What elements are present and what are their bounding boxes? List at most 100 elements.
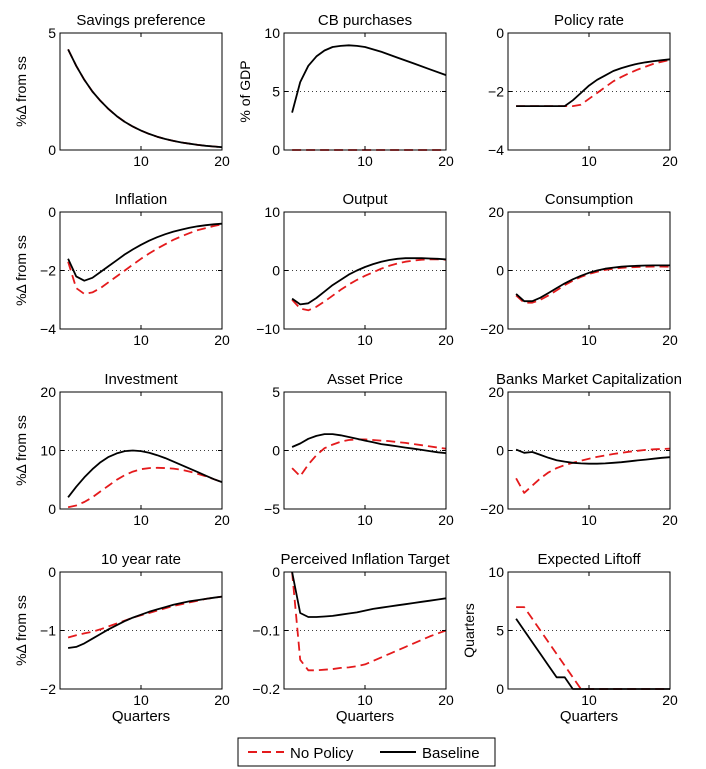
series-line-no-policy-8 bbox=[515, 447, 671, 494]
series-line-no-policy-10 bbox=[291, 571, 447, 672]
series-line-no-policy-7 bbox=[291, 438, 447, 478]
x-tick-label-4-0: 10 bbox=[357, 332, 373, 348]
panel-4: −10 0 10 10 20 Output bbox=[256, 191, 454, 348]
panel-9: −2 −1 0 10 20 10 year rate %Δ from ss Quarters bbox=[13, 551, 230, 725]
x-tick-label-3-1: 20 bbox=[214, 332, 230, 348]
x-tick-label-11-0: 10 bbox=[581, 692, 597, 708]
y-tick-label-3-2: 0 bbox=[48, 204, 56, 220]
panel-title-9: 10 year rate bbox=[101, 551, 181, 568]
series-line-baseline-10 bbox=[291, 571, 447, 618]
axes-frame-0 bbox=[59, 32, 223, 151]
x-tick-label-8-0: 10 bbox=[581, 512, 597, 528]
x-tick-label-2-0: 10 bbox=[581, 153, 597, 169]
series-line-no-policy-5 bbox=[515, 265, 671, 304]
x-tick-label-6-0: 10 bbox=[133, 512, 149, 528]
y-axis-label-11: Quarters bbox=[461, 603, 477, 657]
panel-title-6: Investment bbox=[104, 371, 178, 388]
y-tick-label-11-2: 10 bbox=[488, 564, 504, 580]
y-axis-label-3: %Δ from ss bbox=[13, 235, 29, 306]
panel-10: −0.2 −0.1 0 10 20 Perceived Inflation Target Q… bbox=[252, 551, 454, 725]
legend-no-policy-label: No Policy bbox=[290, 745, 354, 762]
panel-11: 0 5 10 10 20 Expected Liftoff Quarters Quarters bbox=[461, 551, 678, 725]
panel-title-3: Inflation bbox=[115, 191, 168, 208]
y-tick-label-9-0: −2 bbox=[40, 681, 56, 697]
y-axis-label-9: %Δ from ss bbox=[13, 595, 29, 666]
x-tick-label-6-1: 20 bbox=[214, 512, 230, 528]
panel-title-8: Banks Market Capitalization bbox=[496, 371, 682, 388]
x-axis-label-11: Quarters bbox=[560, 708, 618, 725]
y-tick-label-4-1: 0 bbox=[272, 263, 280, 279]
y-tick-label-11-0: 0 bbox=[496, 681, 504, 697]
y-tick-label-4-0: −10 bbox=[256, 321, 280, 337]
series-line-no-policy-3 bbox=[67, 223, 223, 295]
x-tick-label-7-0: 10 bbox=[357, 512, 373, 528]
y-tick-label-5-0: −20 bbox=[480, 321, 504, 337]
series-line-baseline-6 bbox=[67, 449, 223, 498]
series-line-no-policy-11 bbox=[516, 606, 670, 690]
y-tick-label-0-1: 5 bbox=[48, 25, 56, 41]
y-tick-label-8-0: −20 bbox=[480, 501, 504, 517]
y-axis-label-1: % of GDP bbox=[237, 60, 253, 122]
panel-title-0: Savings preference bbox=[76, 12, 205, 29]
x-tick-label-3-0: 10 bbox=[133, 332, 149, 348]
y-axis-label-0: %Δ from ss bbox=[13, 56, 29, 127]
x-tick-label-2-1: 20 bbox=[662, 153, 678, 169]
panel-title-10: Perceived Inflation Target bbox=[281, 551, 451, 568]
y-tick-label-2-0: −4 bbox=[488, 142, 504, 158]
series-line-baseline-5 bbox=[515, 264, 670, 303]
y-tick-label-4-2: 10 bbox=[264, 204, 280, 220]
legend: No Policy Baseline bbox=[237, 737, 496, 767]
series-line-baseline-1 bbox=[291, 44, 447, 113]
x-tick-label-10-0: 10 bbox=[357, 692, 373, 708]
panel-5: −20 0 20 10 20 Consumption bbox=[480, 191, 678, 348]
panel-2: −4 −2 0 10 20 Policy rate bbox=[488, 12, 678, 169]
series-line-baseline-11 bbox=[515, 618, 670, 690]
x-tick-label-10-1: 20 bbox=[438, 692, 454, 708]
series-line-no-policy-6 bbox=[67, 466, 223, 509]
y-tick-label-6-1: 10 bbox=[40, 443, 56, 459]
x-tick-label-1-0: 10 bbox=[357, 153, 373, 169]
y-tick-label-9-1: −1 bbox=[40, 623, 56, 639]
panel-3: −4 −2 0 10 20 Inflation %Δ from ss bbox=[13, 191, 230, 348]
y-tick-label-1-2: 10 bbox=[264, 25, 280, 41]
y-tick-label-7-2: 5 bbox=[272, 384, 280, 400]
x-tick-label-0-0: 10 bbox=[133, 153, 149, 169]
panel-title-2: Policy rate bbox=[554, 12, 624, 29]
series-line-baseline-3 bbox=[67, 222, 223, 282]
y-tick-label-6-2: 20 bbox=[40, 384, 56, 400]
x-axis-label-9: Quarters bbox=[112, 708, 170, 725]
y-tick-label-10-1: −0.1 bbox=[252, 623, 280, 639]
x-tick-label-7-1: 20 bbox=[438, 512, 454, 528]
y-tick-label-8-2: 20 bbox=[488, 384, 504, 400]
series-line-baseline-9 bbox=[67, 595, 223, 649]
x-tick-label-1-1: 20 bbox=[438, 153, 454, 169]
panel-0: 0 5 10 20 Savings preference %Δ from ss bbox=[13, 12, 230, 169]
x-tick-label-5-1: 20 bbox=[662, 332, 678, 348]
y-tick-label-3-1: −2 bbox=[40, 263, 56, 279]
legend-baseline-label: Baseline bbox=[422, 745, 480, 762]
series-line-baseline-2 bbox=[516, 58, 671, 107]
x-tick-label-4-1: 20 bbox=[438, 332, 454, 348]
x-tick-label-9-0: 10 bbox=[133, 692, 149, 708]
y-tick-label-6-0: 0 bbox=[48, 501, 56, 517]
series-line-baseline-7 bbox=[291, 433, 447, 454]
y-tick-label-2-2: 0 bbox=[496, 25, 504, 41]
x-tick-label-0-1: 20 bbox=[214, 153, 230, 169]
y-tick-label-1-0: 0 bbox=[272, 142, 280, 158]
panel-title-7: Asset Price bbox=[327, 371, 403, 388]
panel-7: −5 0 5 10 20 Asset Price bbox=[264, 371, 454, 528]
y-tick-label-5-1: 0 bbox=[496, 263, 504, 279]
x-axis-label-10: Quarters bbox=[336, 708, 394, 725]
y-tick-label-10-2: 0 bbox=[272, 564, 280, 580]
y-tick-label-0-0: 0 bbox=[48, 142, 56, 158]
series-line-baseline-8 bbox=[515, 448, 671, 465]
x-tick-label-5-0: 10 bbox=[581, 332, 597, 348]
series-line-no-policy-9 bbox=[67, 595, 223, 639]
y-tick-label-3-0: −4 bbox=[40, 321, 56, 337]
y-tick-label-2-1: −2 bbox=[488, 84, 504, 100]
y-axis-label-6: %Δ from ss bbox=[13, 415, 29, 486]
x-tick-label-11-1: 20 bbox=[662, 692, 678, 708]
x-tick-label-8-1: 20 bbox=[662, 512, 678, 528]
